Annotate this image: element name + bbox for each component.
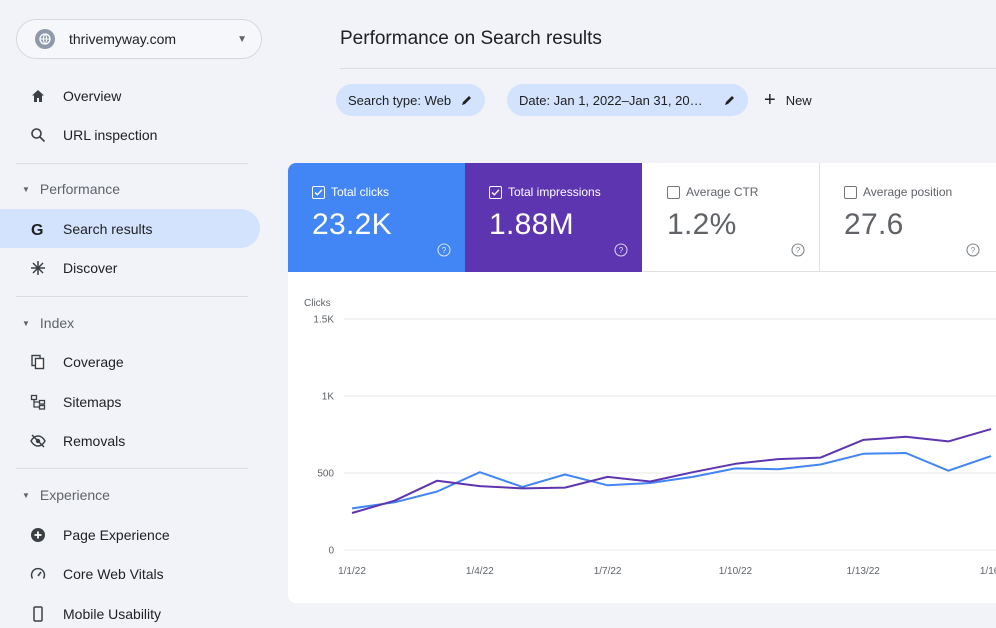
chip-label: Search type: Web bbox=[348, 92, 452, 108]
sidebar-item-discover[interactable]: Discover bbox=[0, 248, 260, 287]
property-name: thrivemyway.com bbox=[69, 31, 177, 47]
plus-icon: + bbox=[764, 89, 776, 111]
visibility-off-icon bbox=[28, 431, 48, 451]
speed-icon bbox=[28, 564, 48, 584]
caret-down-icon: ▼ bbox=[22, 490, 30, 500]
sidebar-item-label: Core Web Vitals bbox=[63, 565, 164, 582]
metric-label: Average CTR bbox=[686, 185, 759, 199]
caret-down-icon: ▼ bbox=[22, 184, 30, 194]
search-icon bbox=[28, 125, 48, 145]
checkbox-checked-icon[interactable] bbox=[489, 185, 502, 199]
metric-value: 1.2% bbox=[667, 208, 737, 241]
help-icon[interactable]: ? bbox=[614, 243, 628, 257]
header-divider bbox=[340, 68, 996, 69]
section-index[interactable]: ▼ Index bbox=[22, 313, 74, 333]
sidebar-divider bbox=[16, 163, 248, 164]
sidebar-divider bbox=[16, 468, 248, 469]
help-icon[interactable]: ? bbox=[437, 243, 451, 257]
new-filter-label: New bbox=[785, 92, 812, 108]
help-icon[interactable]: ? bbox=[966, 243, 980, 257]
section-label: Performance bbox=[39, 181, 121, 197]
x-tick-label: 1/4/22 bbox=[466, 566, 494, 577]
page-title: Performance on Search results bbox=[340, 28, 602, 49]
edit-icon bbox=[461, 94, 473, 106]
globe-icon bbox=[35, 29, 55, 49]
section-label: Experience bbox=[39, 487, 110, 503]
property-selector[interactable]: thrivemyway.com ▼ bbox=[16, 19, 262, 59]
section-performance[interactable]: ▼ Performance bbox=[22, 179, 120, 199]
sidebar-item-sitemaps[interactable]: Sitemaps bbox=[0, 382, 260, 421]
metric-total-impressions[interactable]: Total impressions 1.88M ? bbox=[465, 163, 642, 272]
metric-label: Total impressions bbox=[508, 185, 601, 199]
x-tick-label: 1/10/22 bbox=[719, 566, 753, 577]
sidebar-item-url-inspection[interactable]: URL inspection bbox=[0, 115, 260, 154]
sidebar-item-label: Mobile Usability bbox=[63, 605, 162, 622]
sidebar-item-label: Sitemaps bbox=[63, 393, 122, 410]
sitemap-icon bbox=[28, 392, 48, 412]
metric-value: 1.88M bbox=[489, 208, 574, 241]
svg-text:?: ? bbox=[442, 246, 447, 255]
chevron-down-icon: ▼ bbox=[237, 33, 247, 45]
series-line-clicks bbox=[351, 452, 992, 510]
x-tick-label: 1/7/22 bbox=[594, 566, 622, 577]
y-tick-label: 0 bbox=[328, 546, 334, 557]
copy-icon bbox=[28, 352, 48, 372]
y-axis-label: Clicks bbox=[304, 298, 331, 309]
y-tick-label: 1K bbox=[322, 392, 335, 403]
metric-divider bbox=[643, 271, 996, 272]
chip-label: Date: Jan 1, 2022–Jan 31, 20… bbox=[519, 92, 703, 108]
sidebar-item-overview[interactable]: Overview bbox=[0, 76, 260, 115]
y-tick-label: 1.5K bbox=[313, 315, 334, 326]
home-icon bbox=[28, 86, 48, 106]
search-type-filter-chip[interactable]: Search type: Web bbox=[336, 84, 486, 116]
date-filter-chip[interactable]: Date: Jan 1, 2022–Jan 31, 20… bbox=[507, 84, 748, 116]
sidebar-item-core-web-vitals[interactable]: Core Web Vitals bbox=[0, 554, 260, 593]
sidebar-item-mobile-usability[interactable]: Mobile Usability bbox=[0, 594, 260, 628]
metric-label: Average position bbox=[863, 185, 953, 199]
sidebar-item-label: Removals bbox=[63, 432, 126, 449]
add-circle-icon bbox=[28, 525, 48, 545]
checkbox-unchecked-icon[interactable] bbox=[844, 185, 857, 199]
section-experience[interactable]: ▼ Experience bbox=[22, 485, 110, 505]
svg-text:?: ? bbox=[619, 246, 624, 255]
sidebar-item-page-experience[interactable]: Page Experience bbox=[0, 515, 260, 554]
sidebar-item-label: Search results bbox=[63, 220, 153, 237]
checkbox-checked-icon[interactable] bbox=[312, 185, 325, 199]
smartphone-icon bbox=[28, 604, 48, 624]
sidebar-item-label: Overview bbox=[63, 87, 122, 104]
metric-total-clicks[interactable]: Total clicks 23.2K ? bbox=[288, 163, 465, 272]
y-tick-label: 500 bbox=[317, 469, 334, 480]
metric-label: Total clicks bbox=[331, 185, 390, 199]
metric-average-position[interactable]: Average position 27.6 ? bbox=[820, 163, 996, 272]
metric-average-ctr[interactable]: Average CTR 1.2% ? bbox=[643, 163, 820, 272]
sidebar-item-coverage[interactable]: Coverage bbox=[0, 342, 260, 381]
new-filter-button[interactable]: + New bbox=[764, 86, 812, 114]
sidebar-item-label: Discover bbox=[63, 259, 118, 276]
svg-text:?: ? bbox=[971, 246, 976, 255]
sidebar-item-label: URL inspection bbox=[63, 126, 158, 143]
sidebar-item-removals[interactable]: Removals bbox=[0, 421, 260, 460]
performance-card: Total clicks 23.2K ? Total impressions 1… bbox=[288, 163, 996, 603]
x-tick-label: 1/1/22 bbox=[338, 566, 366, 577]
metric-value: 23.2K bbox=[312, 208, 392, 241]
x-tick-label: 1/16/ bbox=[980, 566, 996, 577]
google-g-icon: G bbox=[28, 219, 48, 239]
clicks-impressions-line-chart: Clicks 0 500 1K 1.5K 1/1/22 1/4/22 1/7/22 1/10/2… bbox=[304, 298, 996, 577]
svg-text:G: G bbox=[31, 222, 43, 237]
sidebar-item-label: Page Experience bbox=[63, 526, 170, 543]
sidebar-item-search-results[interactable]: G Search results bbox=[0, 209, 260, 248]
sidebar-divider bbox=[16, 296, 248, 297]
edit-icon bbox=[724, 94, 736, 106]
section-label: Index bbox=[39, 315, 75, 331]
sidebar: thrivemyway.com ▼ Overview URL inspectio… bbox=[0, 0, 276, 628]
metric-value: 27.6 bbox=[844, 208, 904, 241]
help-icon[interactable]: ? bbox=[791, 243, 805, 257]
x-tick-label: 1/13/22 bbox=[847, 566, 881, 577]
series-line-impressions bbox=[351, 428, 992, 514]
asterisk-icon bbox=[28, 258, 48, 278]
caret-down-icon: ▼ bbox=[22, 318, 30, 328]
sidebar-item-label: Coverage bbox=[63, 353, 124, 370]
checkbox-unchecked-icon[interactable] bbox=[667, 185, 680, 199]
svg-text:?: ? bbox=[796, 246, 801, 255]
